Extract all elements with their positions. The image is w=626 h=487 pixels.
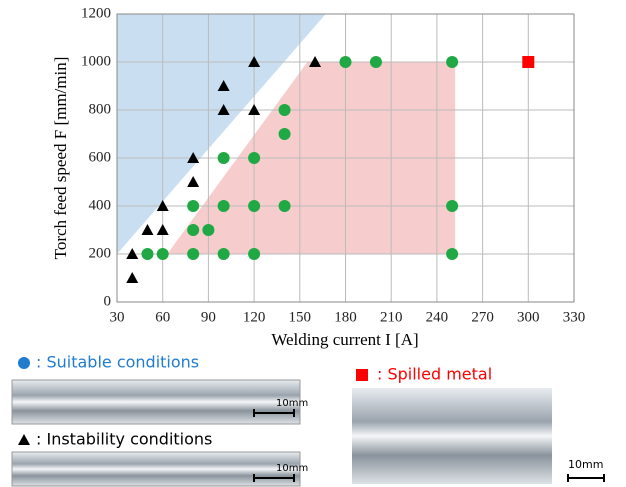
page: Welding current I [A] Torch feed speed F…: [0, 0, 626, 487]
x-tick-label: 120: [243, 309, 266, 325]
circle-marker: [279, 200, 291, 212]
circle-marker: [187, 248, 199, 260]
legend-label: : Spilled metal: [377, 365, 492, 384]
circle-marker: [370, 56, 382, 68]
scale-label: 10mm: [276, 398, 308, 409]
y-tick-label: 200: [89, 245, 112, 261]
x-tick-label: 270: [471, 309, 494, 325]
triangle-marker: [157, 224, 169, 235]
y-tick-label: 600: [89, 149, 112, 165]
scale-label: 10mm: [568, 458, 603, 471]
legend-marker: [18, 357, 30, 369]
photo: [12, 452, 300, 486]
circle-marker: [141, 248, 153, 260]
circle-marker: [248, 248, 260, 260]
circle-marker: [218, 248, 230, 260]
photo: [352, 388, 552, 484]
circle-marker: [248, 152, 260, 164]
circle-marker: [202, 224, 214, 236]
square-marker: [522, 56, 534, 68]
circle-marker: [187, 200, 199, 212]
y-axis-label: Torch feed speed F [mm/min]: [51, 57, 70, 260]
x-tick-label: 30: [110, 309, 125, 325]
x-tick-label: 90: [201, 309, 216, 325]
circle-marker: [446, 200, 458, 212]
y-tick-label: 1000: [81, 53, 111, 69]
circle-marker: [279, 104, 291, 116]
legend-marker: [356, 369, 368, 381]
y-tick-label: 0: [104, 293, 112, 309]
scale-bar: [568, 474, 604, 482]
scale-label: 10mm: [276, 463, 308, 474]
legend-marker: [18, 434, 30, 445]
circle-marker: [218, 200, 230, 212]
photo: [12, 380, 300, 424]
circle-marker: [157, 248, 169, 260]
x-axis-label: Welding current I [A]: [271, 330, 418, 349]
circle-marker: [446, 56, 458, 68]
y-tick-label: 400: [89, 197, 112, 213]
triangle-marker: [187, 176, 199, 187]
y-tick-label: 1200: [81, 5, 111, 21]
legend-label: : Instability conditions: [36, 430, 212, 449]
x-tick-label: 150: [289, 309, 312, 325]
x-tick-label: 180: [334, 309, 357, 325]
x-tick-label: 240: [426, 309, 449, 325]
x-tick-label: 300: [517, 309, 540, 325]
legend-label: : Suitable conditions: [36, 353, 199, 372]
triangle-marker: [126, 272, 138, 283]
chart: Welding current I [A] Torch feed speed F…: [0, 0, 626, 487]
circle-marker: [279, 128, 291, 140]
y-tick-label: 800: [89, 101, 112, 117]
x-tick-label: 60: [155, 309, 170, 325]
circle-marker: [446, 248, 458, 260]
circle-marker: [187, 224, 199, 236]
circle-marker: [218, 152, 230, 164]
circle-marker: [248, 200, 260, 212]
triangle-marker: [141, 224, 153, 235]
x-tick-label: 330: [563, 309, 586, 325]
x-tick-label: 210: [380, 309, 403, 325]
circle-marker: [340, 56, 352, 68]
